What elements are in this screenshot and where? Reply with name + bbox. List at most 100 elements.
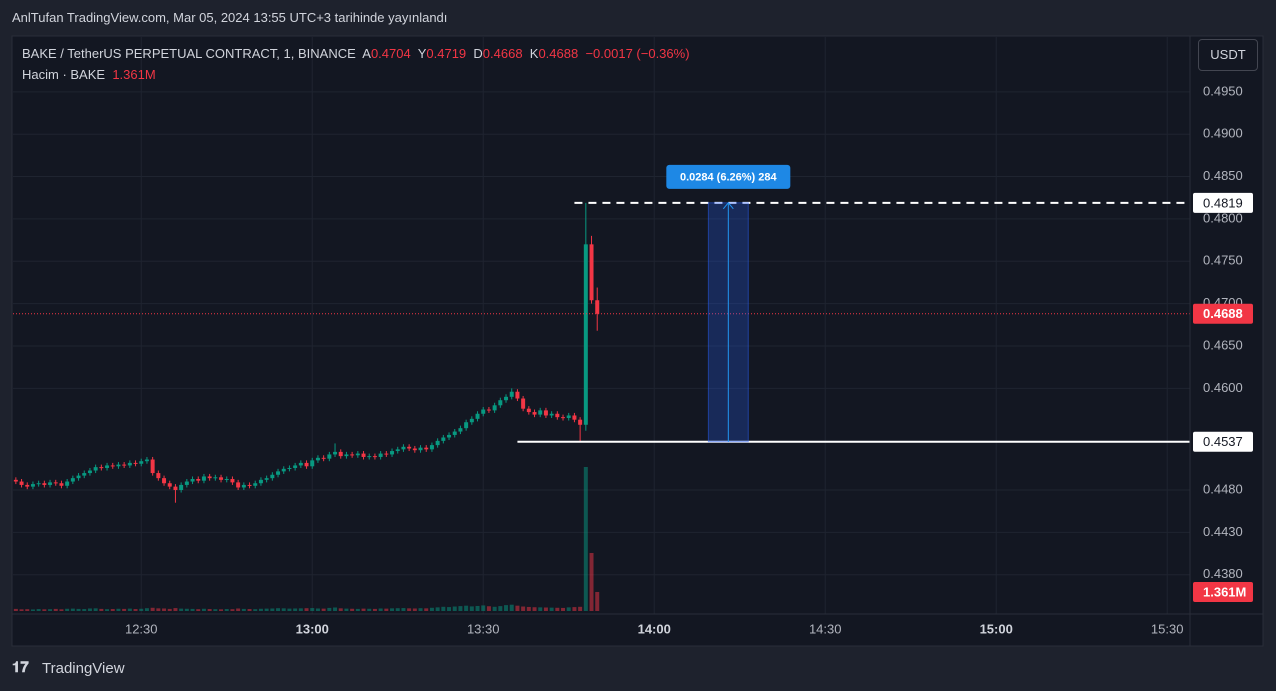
chart-pane bbox=[11, 35, 1264, 647]
candle-body bbox=[105, 465, 110, 468]
volume-bar bbox=[555, 607, 560, 611]
volume-bar bbox=[595, 591, 600, 611]
candle-body bbox=[293, 465, 298, 468]
measure-arrow-head bbox=[722, 202, 734, 210]
volume-bar bbox=[578, 606, 583, 611]
candle-body bbox=[53, 482, 58, 484]
volume-bar bbox=[315, 608, 320, 611]
candle-body bbox=[538, 410, 543, 415]
volume-bar bbox=[19, 609, 24, 611]
volume-bar bbox=[509, 604, 514, 611]
x-tick-label: 15:30 bbox=[1151, 621, 1184, 636]
volume-bar bbox=[201, 608, 206, 611]
candle-body bbox=[13, 479, 18, 482]
volume-bar bbox=[532, 607, 537, 611]
ohlc-letter: D bbox=[473, 46, 483, 61]
candle-body bbox=[378, 453, 383, 457]
volume-bar bbox=[350, 608, 355, 611]
volume-bar bbox=[99, 608, 104, 611]
volume-bar bbox=[515, 605, 520, 611]
volume-bar bbox=[179, 608, 184, 611]
candle-body bbox=[384, 453, 389, 455]
candle-body bbox=[122, 464, 127, 466]
candle-body bbox=[25, 484, 30, 487]
measure-label: 0.0284 (6.26%) 284 bbox=[680, 172, 778, 184]
close-value: 0.4688 bbox=[538, 46, 579, 61]
candle-body bbox=[361, 453, 366, 457]
candle-body bbox=[298, 462, 303, 466]
candle-body bbox=[270, 474, 275, 479]
candle-body bbox=[207, 476, 212, 479]
candle-body bbox=[253, 483, 258, 486]
candle-body bbox=[48, 482, 53, 485]
candle-body bbox=[492, 405, 497, 411]
candle-body bbox=[201, 476, 206, 481]
candle-body bbox=[515, 391, 520, 399]
volume-bar bbox=[196, 609, 201, 611]
y-tick-label: 0.4850 bbox=[1203, 168, 1243, 183]
volume-bar bbox=[401, 608, 406, 611]
line-label-bg bbox=[1193, 192, 1253, 213]
candle-body bbox=[469, 418, 474, 423]
candle-body bbox=[395, 449, 400, 452]
candle-body bbox=[179, 484, 184, 491]
volume-bar bbox=[150, 607, 155, 611]
volume-bar bbox=[333, 607, 338, 611]
footer: TradingView bbox=[42, 660, 125, 677]
candle-body bbox=[59, 483, 64, 486]
volume-bar bbox=[549, 607, 554, 611]
x-tick-label: 13:30 bbox=[467, 621, 500, 636]
candle-body bbox=[190, 478, 195, 482]
candle-body bbox=[407, 446, 412, 449]
candle-body bbox=[173, 486, 178, 491]
volume-bar bbox=[355, 608, 360, 611]
candle-body bbox=[281, 468, 286, 472]
volume-bar bbox=[70, 608, 75, 611]
volume-bar bbox=[173, 608, 178, 611]
volume-bar bbox=[469, 606, 474, 611]
currency-button[interactable]: USDT bbox=[1198, 39, 1258, 71]
volume-bar bbox=[293, 608, 298, 611]
candle-body bbox=[333, 451, 338, 455]
volume-bar bbox=[258, 608, 263, 611]
candle-body bbox=[224, 478, 229, 480]
candle-body bbox=[452, 431, 457, 435]
candle-body bbox=[230, 478, 235, 483]
candle-body bbox=[133, 462, 138, 464]
candle-body bbox=[498, 400, 503, 406]
candle-body bbox=[167, 483, 172, 487]
volume-bar bbox=[25, 609, 30, 611]
volume-bar bbox=[412, 608, 417, 611]
volume-bar bbox=[276, 608, 281, 611]
volume-bar bbox=[13, 608, 18, 611]
candle-body bbox=[344, 454, 349, 457]
change: −0.0017 (−0.36%) bbox=[585, 46, 690, 61]
volume-bar bbox=[435, 607, 440, 611]
candle-body bbox=[447, 434, 452, 438]
candle-body bbox=[276, 471, 281, 475]
page-title: AnlTufan TradingView.com, Mar 05, 2024 1… bbox=[12, 10, 448, 25]
candle-body bbox=[162, 478, 167, 484]
candle-body bbox=[264, 478, 269, 480]
volume-bar bbox=[219, 609, 224, 611]
candle-body bbox=[327, 454, 332, 459]
candle-body bbox=[543, 410, 548, 416]
candle-body bbox=[82, 473, 87, 476]
candle-body bbox=[418, 447, 423, 451]
candle-body bbox=[213, 477, 218, 479]
candle-body bbox=[572, 415, 577, 420]
candle-body bbox=[19, 481, 24, 485]
candle-body bbox=[435, 440, 440, 446]
candle-body bbox=[76, 475, 81, 479]
candle-body bbox=[116, 464, 121, 467]
volume-bar bbox=[133, 609, 138, 611]
volume-bar bbox=[213, 609, 218, 611]
candle-body bbox=[184, 481, 189, 485]
open-value: 0.4704 bbox=[370, 46, 411, 61]
volume-bar bbox=[42, 609, 47, 611]
candle-body bbox=[583, 244, 588, 425]
volume-bar bbox=[110, 609, 115, 611]
candle-body bbox=[372, 456, 377, 458]
